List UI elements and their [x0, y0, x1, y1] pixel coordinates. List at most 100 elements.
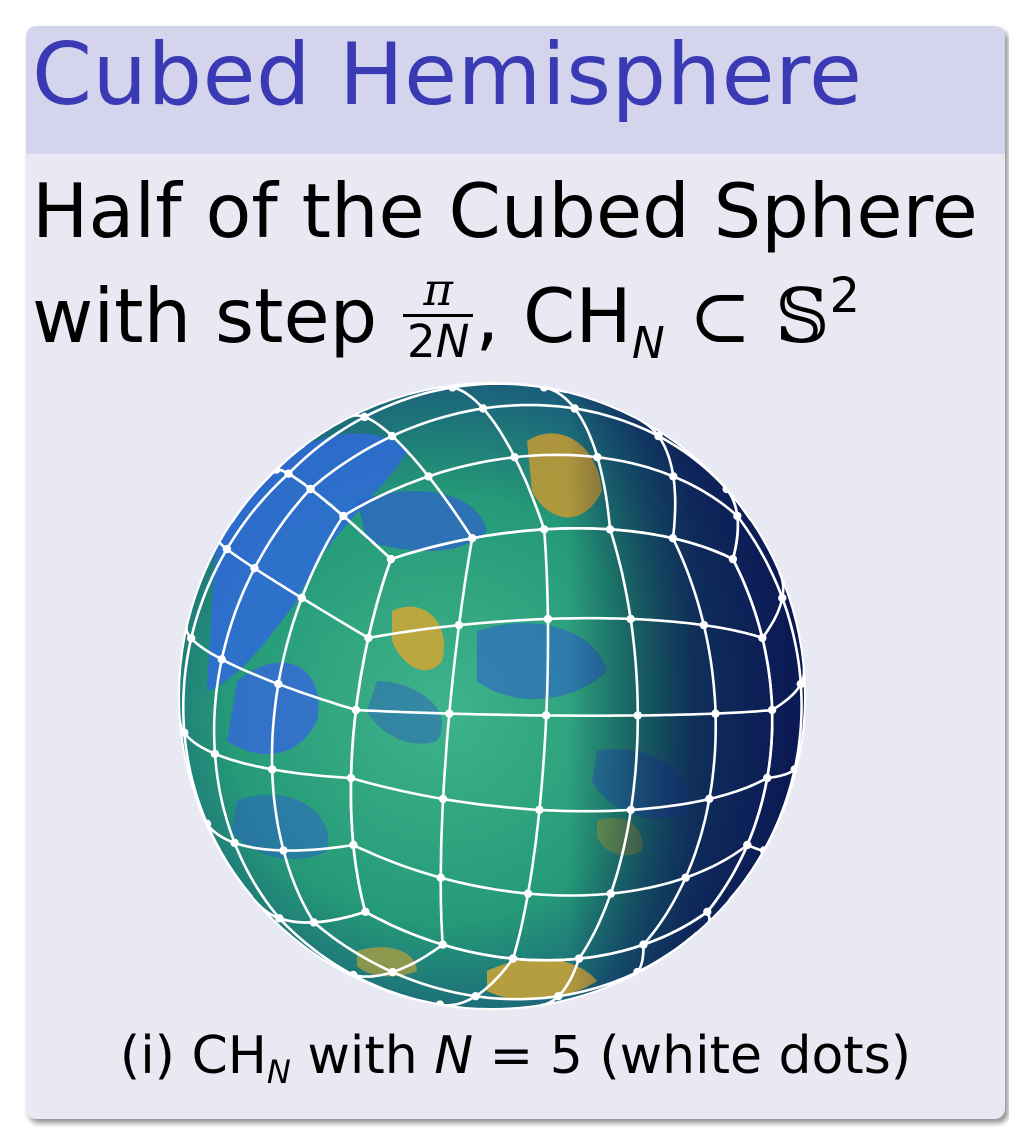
grid-dot	[626, 805, 636, 815]
grid-dot	[778, 593, 787, 603]
grid-dot	[668, 534, 678, 543]
with-step-text: with step	[32, 272, 378, 361]
grid-dot	[733, 511, 742, 521]
grid-dot	[187, 634, 196, 643]
grid-line	[352, 843, 749, 897]
grid-dot	[510, 453, 519, 462]
grid-dot	[388, 967, 397, 977]
grid-dot	[703, 907, 712, 916]
ch-symbol: CH	[523, 272, 632, 361]
grid-dot	[364, 633, 373, 643]
grid-line	[642, 537, 717, 946]
grid-line	[257, 903, 366, 924]
grid-dot	[275, 914, 284, 923]
grid-dot	[424, 472, 433, 481]
grid-dot	[274, 679, 283, 689]
grid-dot	[306, 484, 315, 494]
grid-dot	[210, 749, 220, 758]
title-bar: Cubed Hemisphere	[26, 26, 1005, 154]
grid-dot	[699, 620, 709, 630]
globe-outline	[178, 382, 806, 1010]
grid-dot	[360, 412, 369, 422]
sphere-superscript: 2	[829, 268, 860, 325]
grid-dot	[445, 709, 454, 718]
grid-dot	[436, 873, 445, 882]
grid-line	[309, 403, 728, 490]
step-fraction: π 2N	[403, 263, 474, 368]
grid-dot	[508, 954, 518, 963]
grid-dot	[361, 907, 370, 916]
grid-line	[577, 529, 640, 960]
grid-dot	[478, 404, 488, 413]
fraction-numerator: π	[423, 263, 453, 316]
grid-dot	[523, 889, 533, 898]
grid-dot	[574, 954, 584, 963]
grid-dot	[767, 705, 777, 715]
grid-dot	[705, 794, 714, 804]
grid-dot	[268, 765, 277, 774]
grid-dot	[438, 940, 447, 949]
grid-dot	[796, 679, 805, 689]
grid-dot	[606, 889, 615, 898]
grid-line	[202, 816, 354, 852]
subtitle-line-2: with step π 2N , CHN ⊂ 𝕊2	[32, 267, 860, 370]
grid-dot	[605, 525, 615, 534]
grid-line	[364, 910, 709, 962]
grid-dot	[346, 773, 356, 783]
grid-dot	[711, 709, 720, 718]
grid-line	[212, 488, 312, 920]
caption-subscript: N	[266, 1053, 291, 1091]
grid-dot	[543, 614, 553, 624]
grid-line	[342, 453, 739, 518]
globe-surface	[179, 383, 805, 1009]
caption-rest: = 5 (white dots)	[473, 1026, 912, 1086]
grid-line	[270, 515, 345, 924]
grid-dot	[633, 711, 642, 720]
subtitle-line-1: Half of the Cubed Sphere	[32, 167, 978, 255]
ch-subscript: N	[631, 318, 665, 370]
grid-line	[349, 558, 393, 913]
grid-dot	[654, 431, 663, 441]
grid-dot	[230, 838, 239, 848]
grid-dot	[222, 544, 232, 554]
grid-dot	[593, 453, 602, 462]
grid-dot	[309, 918, 318, 927]
grid-line	[390, 527, 734, 561]
fraction-bar	[403, 314, 474, 317]
grid-dot	[279, 846, 288, 855]
grid-dot	[540, 525, 549, 534]
subset-symbol: ⊂	[688, 272, 752, 361]
caption-prefix: (i) CH	[119, 1026, 267, 1086]
grid-line	[350, 776, 768, 813]
slide-title: Cubed Hemisphere	[32, 26, 863, 125]
sphere-svg	[178, 382, 806, 1010]
grid-dot	[388, 431, 397, 441]
caption-variable: N	[434, 1026, 474, 1086]
grid-dot	[349, 840, 358, 850]
figure-caption: (i) CHN with N = 5 (white dots)	[26, 1030, 1005, 1088]
cubed-hemisphere-figure	[177, 381, 807, 1011]
fraction-denominator: 2N	[407, 315, 470, 368]
grid-line	[706, 558, 774, 913]
grid-dot	[351, 705, 361, 715]
grid-dot	[743, 840, 752, 850]
sphere-symbol: 𝕊	[775, 272, 830, 361]
grid-line	[368, 616, 763, 640]
grid-line	[540, 385, 612, 530]
grid-dot	[554, 992, 563, 1001]
grid-line	[511, 529, 550, 959]
grid-line	[640, 419, 677, 539]
grid-dot	[535, 805, 544, 815]
grid-dot	[471, 992, 480, 1001]
grid-dot	[639, 940, 648, 949]
grid-dot	[681, 873, 690, 882]
grid-line	[439, 537, 474, 945]
comma: ,	[475, 272, 500, 361]
grid-dot	[669, 472, 678, 481]
grid-dot	[297, 593, 306, 603]
grid-dot	[570, 404, 579, 413]
grid-dot	[386, 554, 396, 564]
grid-dot	[339, 511, 348, 521]
grid-dot	[284, 469, 293, 478]
grid-dot	[542, 711, 551, 720]
